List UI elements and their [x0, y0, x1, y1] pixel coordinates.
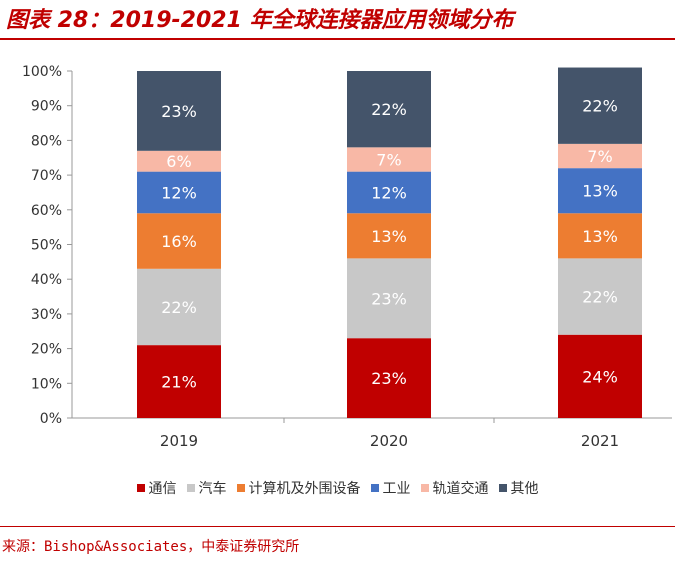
stacked-bar-chart: 0% 10% 20% 30% 40% 50% 60% 70% 80% 90% 100% 21% 22% 1… [22, 64, 672, 450]
x-tick-label: 2021 [581, 432, 619, 450]
chart-title: 图表 28：2019-2021 年全球连接器应用领域分布 [6, 8, 514, 33]
bar-segment [558, 168, 642, 214]
data-label: 13% [371, 227, 407, 246]
x-tick-label: 2019 [160, 432, 198, 450]
data-label: 16% [161, 232, 197, 251]
data-label: 13% [582, 182, 618, 201]
legend-label: 汽车 [198, 481, 227, 497]
bar-segment [137, 345, 221, 418]
data-label: 7% [587, 147, 612, 166]
y-tick-label: 70% [31, 168, 62, 184]
data-label: 22% [582, 288, 618, 307]
y-tick-label: 40% [31, 272, 62, 288]
x-tick-label: 2020 [370, 432, 408, 450]
bar-segment [558, 67, 642, 144]
legend-swatch [186, 484, 195, 492]
bar-segment [347, 213, 431, 259]
bar-segment [347, 71, 431, 148]
legend-label: 通信 [148, 481, 177, 497]
legend-label: 轨道交通 [432, 481, 489, 497]
y-tick-label: 80% [31, 133, 62, 149]
legend-label: 计算机及外围设备 [248, 481, 361, 497]
data-label: 7% [376, 150, 401, 169]
legend-item: 其他 [498, 478, 539, 498]
bar-segment [347, 258, 431, 339]
y-tick-label: 90% [31, 99, 62, 115]
bar-segment [137, 268, 221, 346]
y-tick-label: 100% [22, 64, 62, 80]
bar-segment [558, 258, 642, 335]
legend-label: 其他 [510, 481, 539, 497]
data-label: 23% [161, 102, 197, 121]
data-label: 24% [582, 367, 618, 386]
data-label: 23% [371, 289, 407, 308]
bar-segment [137, 171, 221, 214]
data-label: 22% [582, 97, 618, 116]
y-tick-label: 50% [31, 238, 62, 254]
y-tick-label: 10% [31, 376, 62, 392]
legend-swatch [498, 484, 507, 492]
data-label: 12% [161, 183, 197, 202]
legend-swatch [370, 484, 379, 492]
data-label: 6% [166, 152, 191, 171]
bar-segment [137, 213, 221, 269]
legend-swatch [136, 484, 145, 492]
legend-item: 通信 [136, 478, 177, 498]
source-note: 来源：Bishop&Associates，中泰证券研究所 [2, 539, 300, 555]
y-tick-label: 60% [31, 203, 62, 219]
bar-segment [137, 71, 221, 151]
bar-segment [347, 147, 431, 172]
title-rule [0, 38, 675, 40]
legend-item: 工业 [370, 478, 411, 498]
legend: 通信 汽车 计算机及外围设备 工业 轨道交通 其他 [0, 478, 675, 498]
bar-segment [347, 171, 431, 214]
data-label: 21% [161, 373, 197, 392]
data-label: 22% [161, 298, 197, 317]
y-tick-label: 0% [40, 411, 62, 427]
y-tick-label: 30% [31, 307, 62, 323]
bar-segment [347, 338, 431, 418]
legend-label: 工业 [382, 481, 411, 497]
data-label: 12% [371, 183, 407, 202]
data-label: 13% [582, 227, 618, 246]
legend-swatch [420, 484, 429, 492]
source-rule [0, 526, 675, 527]
bar-segment [558, 143, 642, 169]
legend-item: 汽车 [186, 478, 227, 498]
bar-segment [137, 150, 221, 172]
bar-segment [558, 213, 642, 259]
data-label: 22% [371, 100, 407, 119]
bar-segment [558, 334, 642, 418]
legend-swatch [236, 484, 245, 492]
data-label: 23% [371, 369, 407, 388]
legend-item: 计算机及外围设备 [236, 478, 361, 498]
legend-item: 轨道交通 [420, 478, 489, 498]
y-tick-label: 20% [31, 342, 62, 358]
